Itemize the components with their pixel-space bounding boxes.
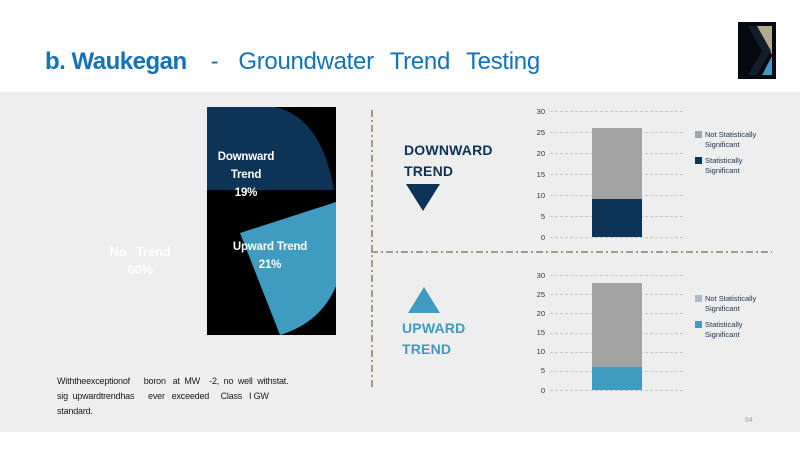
y-axis-tick-label: 5 (540, 211, 545, 221)
logo-chevron-icon (748, 26, 771, 75)
content-panel (0, 92, 800, 432)
legend-label: Not Statistically Significant (705, 294, 757, 313)
company-logo-icon (738, 22, 776, 79)
page-number: 84 (745, 417, 753, 424)
pie-label-upward-text: Upward Trend (232, 241, 308, 253)
pie-label-downward: Downward Trend 19% (203, 148, 289, 202)
y-axis-tick-label: 10 (536, 190, 545, 200)
pie-label-no-trend-pct: 60% (127, 262, 153, 277)
footnote-line: Withtheexceptionof boron at MW -2, no we… (57, 376, 289, 386)
page-title: b. Waukegan - Groundwater Trend Testing (45, 48, 540, 76)
pie-label-downward-text: Downward Trend (217, 151, 275, 181)
legend-swatch (695, 157, 702, 164)
vertical-divider (371, 110, 373, 390)
bar-segment (592, 199, 642, 237)
title-separator: - (210, 48, 219, 75)
bar-segment (592, 282, 642, 367)
legend-swatch (695, 131, 702, 138)
pie-chart (207, 107, 346, 335)
downward-bar-chart: 0 5 10 15 20 25 30 Not Statistically Significan… (527, 104, 789, 254)
legend-swatch (695, 321, 702, 328)
logo-blue-shape (762, 56, 772, 75)
y-axis-tick-label: 0 (540, 385, 545, 395)
gridline (550, 111, 683, 112)
y-axis-tick-label: 20 (536, 308, 545, 318)
legend-swatch (695, 295, 702, 302)
legend-label: Statistically Significant (705, 156, 743, 175)
gridline (550, 275, 683, 276)
chart-legend: Not Statistically Significant Statistical… (695, 130, 757, 182)
legend-label: Statistically Significant (705, 320, 743, 339)
legend-item: Not Statistically Significant (695, 294, 757, 313)
upward-trend-label: UPWARD TREND (402, 320, 466, 357)
y-axis-tick-label: 20 (536, 148, 545, 158)
y-axis-tick-label: 30 (536, 106, 545, 116)
title-subject: Groundwater Trend Testing (238, 48, 540, 75)
y-axis-tick-label: 5 (540, 366, 545, 376)
y-axis-tick-label: 15 (536, 169, 545, 179)
y-axis-tick-label: 25 (536, 127, 545, 137)
chart-legend: Not Statistically Significant Statistical… (695, 294, 757, 346)
pie-label-downward-pct: 19% (234, 187, 258, 199)
legend-item: Not Statistically Significant (695, 130, 757, 149)
pie-label-no-trend: No Trend 60% (93, 243, 187, 279)
legend-item: Statistically Significant (695, 320, 757, 339)
footnote: Withtheexceptionof boron at MW -2, no we… (57, 374, 289, 419)
y-axis-tick-label: 0 (540, 232, 545, 242)
pie-label-upward-pct: 21% (258, 259, 282, 271)
pie-slice-upward (240, 202, 346, 335)
gridline (550, 390, 683, 391)
bar-segment (592, 127, 642, 200)
legend-label: Not Statistically Significant (705, 130, 757, 149)
footnote-line: standard. (57, 406, 93, 416)
legend-item: Statistically Significant (695, 156, 757, 175)
y-axis-tick-label: 10 (536, 347, 545, 357)
pie-label-upward: Upward Trend 21% (227, 238, 313, 274)
horizontal-divider (371, 251, 772, 253)
downward-triangle-icon (406, 184, 440, 211)
bar-segment (592, 367, 642, 390)
pie-label-no-trend-text: No Trend (109, 244, 171, 259)
gridline (550, 237, 683, 238)
downward-trend-label: DOWNWARD TREND (404, 142, 493, 179)
y-axis-tick-label: 30 (536, 270, 545, 280)
footnote-line: sig upwardtrendhas ever exceeded Class I… (57, 391, 269, 401)
pie-slice-downward (207, 107, 334, 190)
upward-bar-chart: 0 5 10 15 20 25 30 Not Statistically Significan… (527, 268, 789, 400)
y-axis-tick-label: 15 (536, 328, 545, 337)
y-axis-tick-label: 25 (536, 289, 545, 299)
title-section-label: b. Waukegan (45, 48, 187, 75)
upward-triangle-icon (408, 287, 440, 313)
